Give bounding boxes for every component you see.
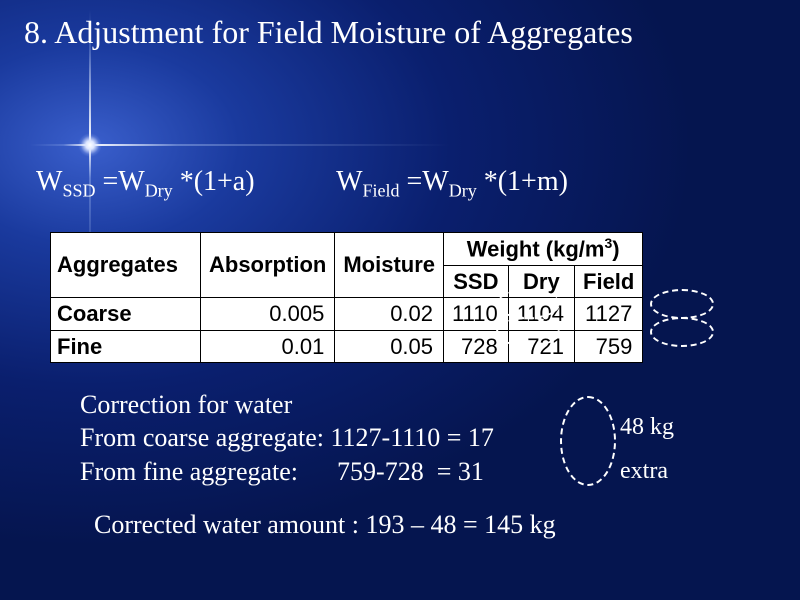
flare-horizontal <box>30 144 450 146</box>
annotation-sum: 48 kg <box>620 414 674 441</box>
cell-dry: 721 <box>508 330 574 363</box>
cell-moisture: 0.05 <box>335 330 444 363</box>
col-ssd: SSD <box>444 265 509 298</box>
cell-name: Coarse <box>51 298 201 331</box>
corrected-water: Corrected water amount : 193 – 48 = 145 … <box>94 510 556 540</box>
formula-ssd: WSSD =WDry *(1+a) <box>36 166 262 197</box>
page-title: 8. Adjustment for Field Moisture of Aggr… <box>24 14 633 51</box>
col-absorption: Absorption <box>201 233 335 298</box>
annotation-extra: extra <box>620 458 668 485</box>
cell-ssd: 728 <box>444 330 509 363</box>
col-field: Field <box>575 265 643 298</box>
highlight-ellipse <box>560 396 616 486</box>
correction-heading: Correction for water <box>80 388 494 421</box>
table-row: Coarse 0.005 0.02 1110 1104 1127 <box>51 298 643 331</box>
cell-field: 759 <box>575 330 643 363</box>
col-aggregates: Aggregates <box>51 233 201 298</box>
cell-dry: 1104 <box>508 298 574 331</box>
cell-absorption: 0.01 <box>201 330 335 363</box>
cell-ssd: 1110 <box>444 298 509 331</box>
highlight-ellipse <box>650 289 714 319</box>
table-header-row-1: Aggregates Absorption Moisture Weight (k… <box>51 233 643 266</box>
highlight-ellipse <box>650 317 714 347</box>
cell-name: Fine <box>51 330 201 363</box>
formula-row: WSSD =WDry *(1+a) WField =WDry *(1+m) <box>36 166 568 202</box>
correction-coarse: From coarse aggregate: 1127-1110 = 17 <box>80 421 494 454</box>
col-dry: Dry <box>508 265 574 298</box>
cell-moisture: 0.02 <box>335 298 444 331</box>
flare-core <box>78 133 102 157</box>
aggregates-table: Aggregates Absorption Moisture Weight (k… <box>50 232 643 363</box>
cell-field: 1127 <box>575 298 643 331</box>
formula-field: WField =WDry *(1+m) <box>336 166 568 197</box>
correction-fine: From fine aggregate: 759-728 = 31 <box>80 455 494 488</box>
table-row: Fine 0.01 0.05 728 721 759 <box>51 330 643 363</box>
cell-absorption: 0.005 <box>201 298 335 331</box>
correction-block: Correction for water From coarse aggrega… <box>80 388 494 488</box>
col-moisture: Moisture <box>335 233 444 298</box>
col-weight: Weight (kg/m3) <box>444 233 643 266</box>
